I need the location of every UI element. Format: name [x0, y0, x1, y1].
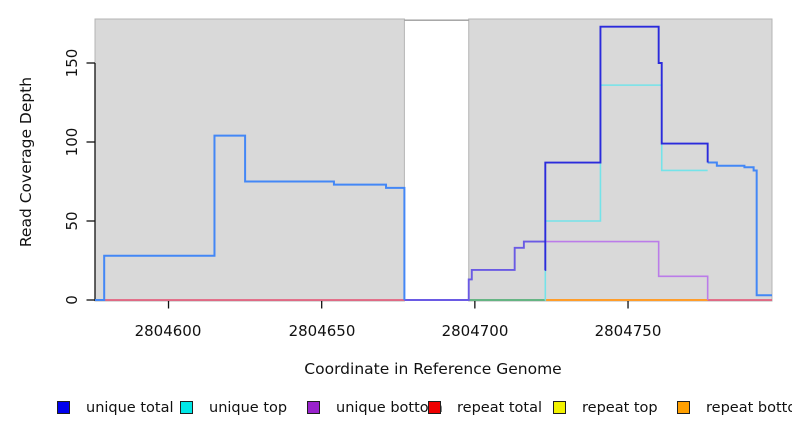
legend-swatch-repeat-top	[553, 401, 566, 414]
y-tick-label-50: 50	[63, 211, 81, 231]
legend-swatch-repeat-bottom	[677, 401, 690, 414]
legend-swatch-unique-top	[180, 401, 193, 414]
legend-label: repeat total	[457, 399, 543, 416]
legend-label: unique top	[209, 399, 288, 416]
legend-item-repeat-total: repeat total	[428, 399, 543, 416]
y-tick-label-150: 150	[63, 48, 81, 78]
y-axis-title: Read Coverage Depth	[17, 76, 35, 248]
legend-item-repeat-bottom: repeat bottom	[677, 399, 792, 416]
unique-bottom-line	[545, 240, 709, 300]
legend-swatch-unique-total	[57, 401, 70, 414]
legend-label: repeat top	[582, 399, 658, 416]
unique-total-bottom-overlap-line	[404, 240, 546, 301]
y-tick-label-0: 0	[63, 295, 81, 305]
x-tick-label-2804600: 2804600	[134, 322, 202, 340]
unique-total-top-overlap-line-left	[95, 134, 406, 301]
y-tick-label-100: 100	[63, 127, 81, 157]
legend-label: unique bottom	[336, 399, 443, 416]
legend-item-unique-bottom: unique bottom	[307, 399, 443, 416]
x-tick-label-2804750: 2804750	[594, 322, 662, 340]
x-tick-label-2804650: 2804650	[288, 322, 356, 340]
legend-swatch-repeat-total	[428, 401, 441, 414]
unique-total-top-overlap-line-right	[707, 161, 772, 297]
x-tick-label-2804700: 2804700	[441, 322, 509, 340]
legend-item-unique-top: unique top	[180, 399, 288, 416]
legend-label: repeat bottom	[706, 399, 792, 416]
legend-item-repeat-top: repeat top	[553, 399, 658, 416]
x-axis-title: Coordinate in Reference Genome	[304, 360, 562, 378]
legend-label: unique total	[86, 399, 174, 416]
shaded-region-right	[468, 18, 773, 302]
legend-item-unique-total: unique total	[57, 399, 174, 416]
legend-swatch-unique-bottom	[307, 401, 320, 414]
unique-total-line	[544, 25, 709, 271]
shaded-region-left	[94, 18, 405, 302]
